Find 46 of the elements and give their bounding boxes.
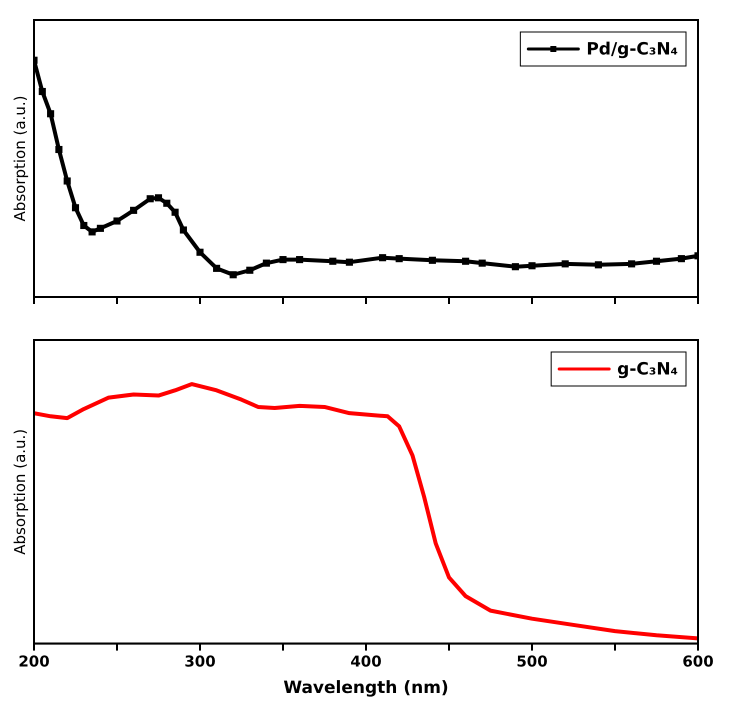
point: [652, 258, 660, 265]
point: [346, 258, 353, 266]
point: [512, 263, 519, 270]
point: [88, 228, 96, 236]
point: [47, 110, 54, 118]
point: [64, 177, 71, 185]
point: [396, 255, 403, 262]
point: [562, 260, 569, 268]
point: [594, 261, 602, 268]
point: [213, 264, 220, 272]
point: [146, 195, 154, 202]
point: [329, 258, 336, 265]
x-tick-label: 600: [682, 652, 714, 670]
legend-label: g-C₃N₄: [617, 359, 678, 380]
y-axis-title: Absorption (a.u.): [10, 96, 29, 222]
point: [379, 254, 386, 262]
x-tick-label: 500: [516, 652, 548, 670]
point: [296, 256, 304, 264]
point: [154, 194, 162, 202]
point: [172, 208, 179, 216]
x-axis-title: Wavelength (nm): [283, 678, 449, 698]
point: [180, 226, 187, 234]
point: [428, 256, 436, 264]
point: [96, 224, 104, 232]
point: [130, 206, 138, 214]
y-axis-title: Absorption (a.u.): [10, 428, 29, 555]
point: [628, 260, 636, 268]
point: [678, 255, 685, 262]
point: [462, 258, 470, 265]
x-tick-label: 200: [18, 652, 50, 670]
point: [279, 256, 287, 264]
point: [163, 200, 170, 207]
point: [196, 248, 204, 256]
point: [230, 271, 237, 278]
point: [80, 222, 88, 230]
point: [262, 260, 270, 267]
point: [528, 262, 536, 270]
x-tick-label: 300: [184, 652, 216, 670]
point: [113, 217, 121, 225]
legend-label: Pd/g-C₃N₄: [586, 39, 678, 60]
point: [38, 88, 46, 96]
point: [72, 204, 80, 212]
point: [246, 266, 254, 274]
point: [478, 260, 486, 267]
x-tick-label: 400: [350, 652, 382, 670]
point: [55, 146, 62, 154]
